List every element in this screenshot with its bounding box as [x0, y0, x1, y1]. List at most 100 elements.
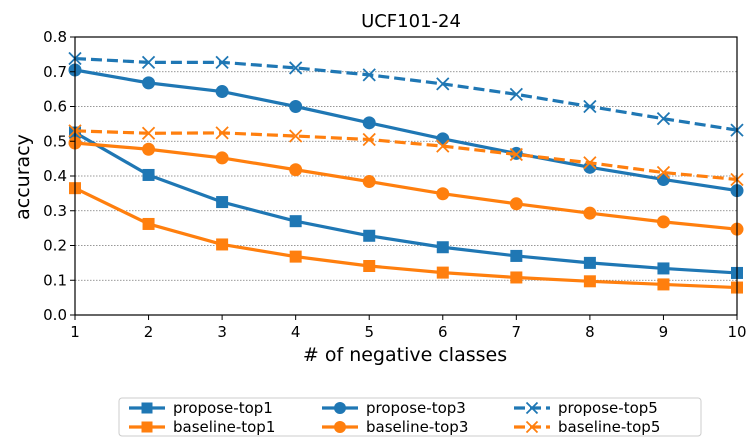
series-line-baseline-top5	[74, 129, 738, 182]
data-point-propose-top5	[141, 55, 156, 70]
data-point-baseline-top1	[289, 250, 302, 263]
x-tick-label: 4	[291, 323, 301, 341]
x-axis-ticks: 1 2 3 4 5 6 7 8 9 10	[70, 315, 747, 341]
y-tick-label: 0.4	[43, 167, 67, 185]
legend-item-propose-top5: propose-top5	[514, 399, 658, 417]
data-point-baseline-top5	[436, 139, 450, 153]
series-line-propose-top3	[74, 68, 738, 193]
data-point-propose-top1	[583, 256, 596, 269]
legend-label: propose-top1	[173, 399, 273, 417]
data-point-baseline-top1	[436, 266, 449, 279]
legend: propose-top1baseline-top1propose-top3bas…	[118, 397, 702, 437]
x-tick-label: 9	[659, 323, 669, 341]
x-tick-label: 6	[438, 323, 448, 341]
data-point-propose-top3	[436, 132, 450, 146]
legend-label: propose-top5	[558, 399, 658, 417]
data-point-baseline-top5	[289, 129, 303, 143]
data-point-propose-top1	[363, 229, 376, 242]
legend-item-baseline-top3: baseline-top3	[322, 418, 468, 436]
data-point-baseline-top5	[215, 126, 229, 140]
legend-item-baseline-top1: baseline-top1	[129, 418, 275, 436]
legend-label: baseline-top1	[173, 418, 275, 436]
data-point-baseline-top5	[362, 132, 376, 147]
y-tick-label: 0.3	[43, 202, 67, 220]
data-point-baseline-top3	[656, 215, 670, 229]
series-baseline-top1	[69, 182, 743, 294]
data-point-baseline-top3	[583, 206, 597, 220]
data-point-propose-top3	[656, 172, 670, 186]
data-point-propose-top1	[510, 249, 523, 262]
legend-frame	[118, 397, 702, 437]
legend-label: baseline-top3	[366, 418, 468, 436]
series-propose-top5	[68, 51, 744, 137]
data-point-propose-top3	[215, 85, 229, 99]
data-point-baseline-top5	[656, 165, 671, 180]
y-tick-label: 0.8	[43, 28, 67, 46]
legend-label: baseline-top5	[558, 418, 660, 436]
legend-marker	[141, 421, 153, 433]
chart-title: UCF101-24	[361, 11, 461, 32]
data-point-propose-top1	[142, 168, 155, 181]
series-line-propose-top1	[74, 131, 738, 275]
data-point-baseline-top5	[583, 156, 597, 170]
y-axis-ticks: 0.0 0.1 0.2 0.3 0.4 0.5 0.6 0.7 0.8	[43, 28, 75, 324]
series-baseline-top5	[68, 124, 744, 187]
legend-marker	[141, 402, 153, 414]
x-tick-label: 8	[585, 323, 595, 341]
series-line-baseline-top1	[74, 186, 738, 290]
data-point-baseline-top3	[142, 142, 156, 156]
series-propose-top1	[69, 126, 743, 279]
legend-marker	[334, 402, 346, 414]
data-point-baseline-top3	[509, 197, 523, 211]
x-tick-label: 5	[364, 323, 374, 341]
series-layer	[68, 51, 744, 294]
data-point-baseline-top5	[509, 147, 523, 162]
x-tick-label: 3	[217, 323, 227, 341]
data-point-baseline-top1	[583, 275, 596, 288]
y-tick-label: 0.6	[43, 98, 67, 116]
data-point-baseline-top3	[436, 187, 450, 201]
gridlines	[75, 71, 737, 281]
data-point-baseline-top3	[289, 163, 303, 177]
x-tick-label: 7	[512, 323, 522, 341]
data-point-baseline-top3	[362, 175, 376, 189]
data-point-propose-top5	[583, 99, 597, 114]
legend-label: propose-top3	[366, 399, 466, 417]
y-tick-label: 0.2	[43, 237, 67, 255]
x-tick-label: 10	[727, 323, 746, 341]
data-point-propose-top3	[362, 116, 376, 130]
legend-marker	[334, 421, 346, 433]
x-tick-label: 1	[70, 323, 80, 341]
data-point-propose-top5	[436, 77, 450, 91]
y-tick-label: 0.1	[43, 271, 67, 289]
data-point-baseline-top3	[215, 151, 229, 165]
y-tick-label: 0.5	[43, 132, 67, 150]
data-point-propose-top1	[289, 215, 302, 228]
y-tick-label: 0.7	[43, 63, 67, 81]
x-axis-label: # of negative classes	[303, 344, 507, 366]
y-tick-label: 0.0	[43, 306, 67, 324]
data-point-baseline-top1	[657, 278, 670, 291]
y-axis-label: accuracy	[12, 134, 34, 220]
data-point-propose-top5	[509, 87, 523, 101]
series-line-propose-top5	[74, 56, 738, 132]
data-point-propose-top1	[657, 262, 670, 275]
legend-item-baseline-top5: baseline-top5	[514, 418, 660, 436]
series-baseline-top3	[68, 136, 744, 236]
data-point-propose-top5	[289, 61, 303, 75]
data-point-baseline-top1	[363, 260, 376, 273]
data-point-propose-top1	[216, 196, 229, 209]
x-tick-label: 2	[144, 323, 154, 341]
legend-item-propose-top1: propose-top1	[129, 399, 273, 417]
data-point-propose-top5	[215, 55, 229, 70]
data-point-baseline-top5	[141, 126, 156, 140]
data-point-propose-top3	[289, 100, 303, 113]
legend-marker	[525, 401, 539, 415]
series-propose-top3	[68, 63, 744, 198]
data-point-baseline-top1	[510, 271, 523, 284]
legend-item-propose-top3: propose-top3	[322, 399, 466, 417]
data-point-baseline-top1	[142, 217, 155, 230]
legend-marker	[525, 420, 539, 434]
data-point-propose-top5	[362, 68, 376, 82]
